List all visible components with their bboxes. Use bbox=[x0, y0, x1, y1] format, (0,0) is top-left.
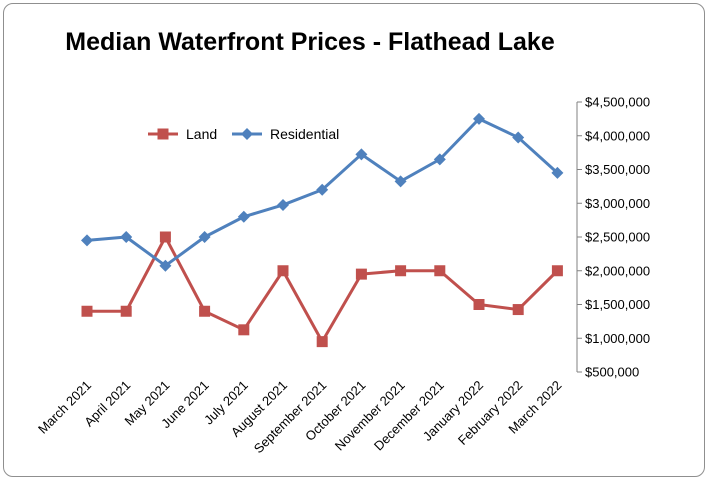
legend-item-land: Land bbox=[148, 126, 217, 142]
y-tick-label: $3,000,000 bbox=[585, 196, 650, 211]
data-point-residential bbox=[81, 234, 93, 247]
chart-title: Median Waterfront Prices - Flathead Lake bbox=[65, 28, 555, 56]
y-tick-label: $1,000,000 bbox=[585, 331, 650, 346]
legend-marker-square bbox=[157, 128, 169, 140]
data-point-land bbox=[199, 305, 211, 317]
data-point-land bbox=[551, 265, 563, 277]
y-tick-label: $2,000,000 bbox=[585, 263, 650, 278]
data-point-residential bbox=[433, 153, 446, 166]
x-tick-label: March 2021 bbox=[35, 378, 94, 437]
data-point-residential bbox=[237, 210, 250, 223]
data-point-land bbox=[277, 265, 289, 277]
y-tick-label: $500,000 bbox=[585, 365, 639, 380]
data-point-land bbox=[473, 299, 485, 310]
data-point-residential bbox=[512, 131, 525, 144]
data-point-residential bbox=[159, 259, 172, 272]
legend-label: Land bbox=[186, 126, 217, 142]
data-point-residential bbox=[198, 231, 211, 243]
data-point-residential bbox=[120, 231, 133, 243]
data-point-land bbox=[120, 305, 132, 317]
data-point-residential bbox=[394, 175, 407, 188]
data-point-residential bbox=[473, 112, 485, 125]
data-point-residential bbox=[277, 198, 289, 211]
data-point-land bbox=[238, 324, 250, 336]
y-tick-label: $3,500,000 bbox=[585, 162, 650, 177]
data-point-land bbox=[434, 265, 446, 277]
data-point-land bbox=[316, 336, 328, 348]
plot-area bbox=[81, 112, 564, 348]
y-tick-label: $1,500,000 bbox=[585, 297, 650, 312]
legend: Land Residential bbox=[148, 126, 339, 142]
y-axis: $500,000 $1,000,000 $1,500,000 $2,000,000 $2… bbox=[576, 95, 650, 380]
y-tick-label: $4,000,000 bbox=[585, 128, 650, 143]
legend-marker-diamond bbox=[241, 128, 253, 140]
y-tick-label: $4,500,000 bbox=[585, 95, 650, 110]
data-point-land bbox=[355, 268, 367, 280]
data-point-land bbox=[395, 265, 407, 277]
data-point-residential bbox=[316, 183, 329, 196]
x-tick-label: December 2021 bbox=[371, 378, 447, 454]
data-point-land bbox=[512, 304, 524, 316]
data-point-land bbox=[81, 305, 93, 317]
chart-frame bbox=[3, 3, 705, 477]
x-tick-label: November 2021 bbox=[332, 378, 408, 454]
data-point-land bbox=[159, 231, 171, 243]
series-line-land bbox=[87, 235, 559, 344]
data-point-residential bbox=[551, 166, 564, 179]
data-point-residential bbox=[355, 148, 368, 161]
legend-label: Residential bbox=[270, 126, 339, 142]
y-tick-label: $2,500,000 bbox=[585, 230, 650, 245]
legend-item-residential: Residential bbox=[232, 126, 339, 142]
